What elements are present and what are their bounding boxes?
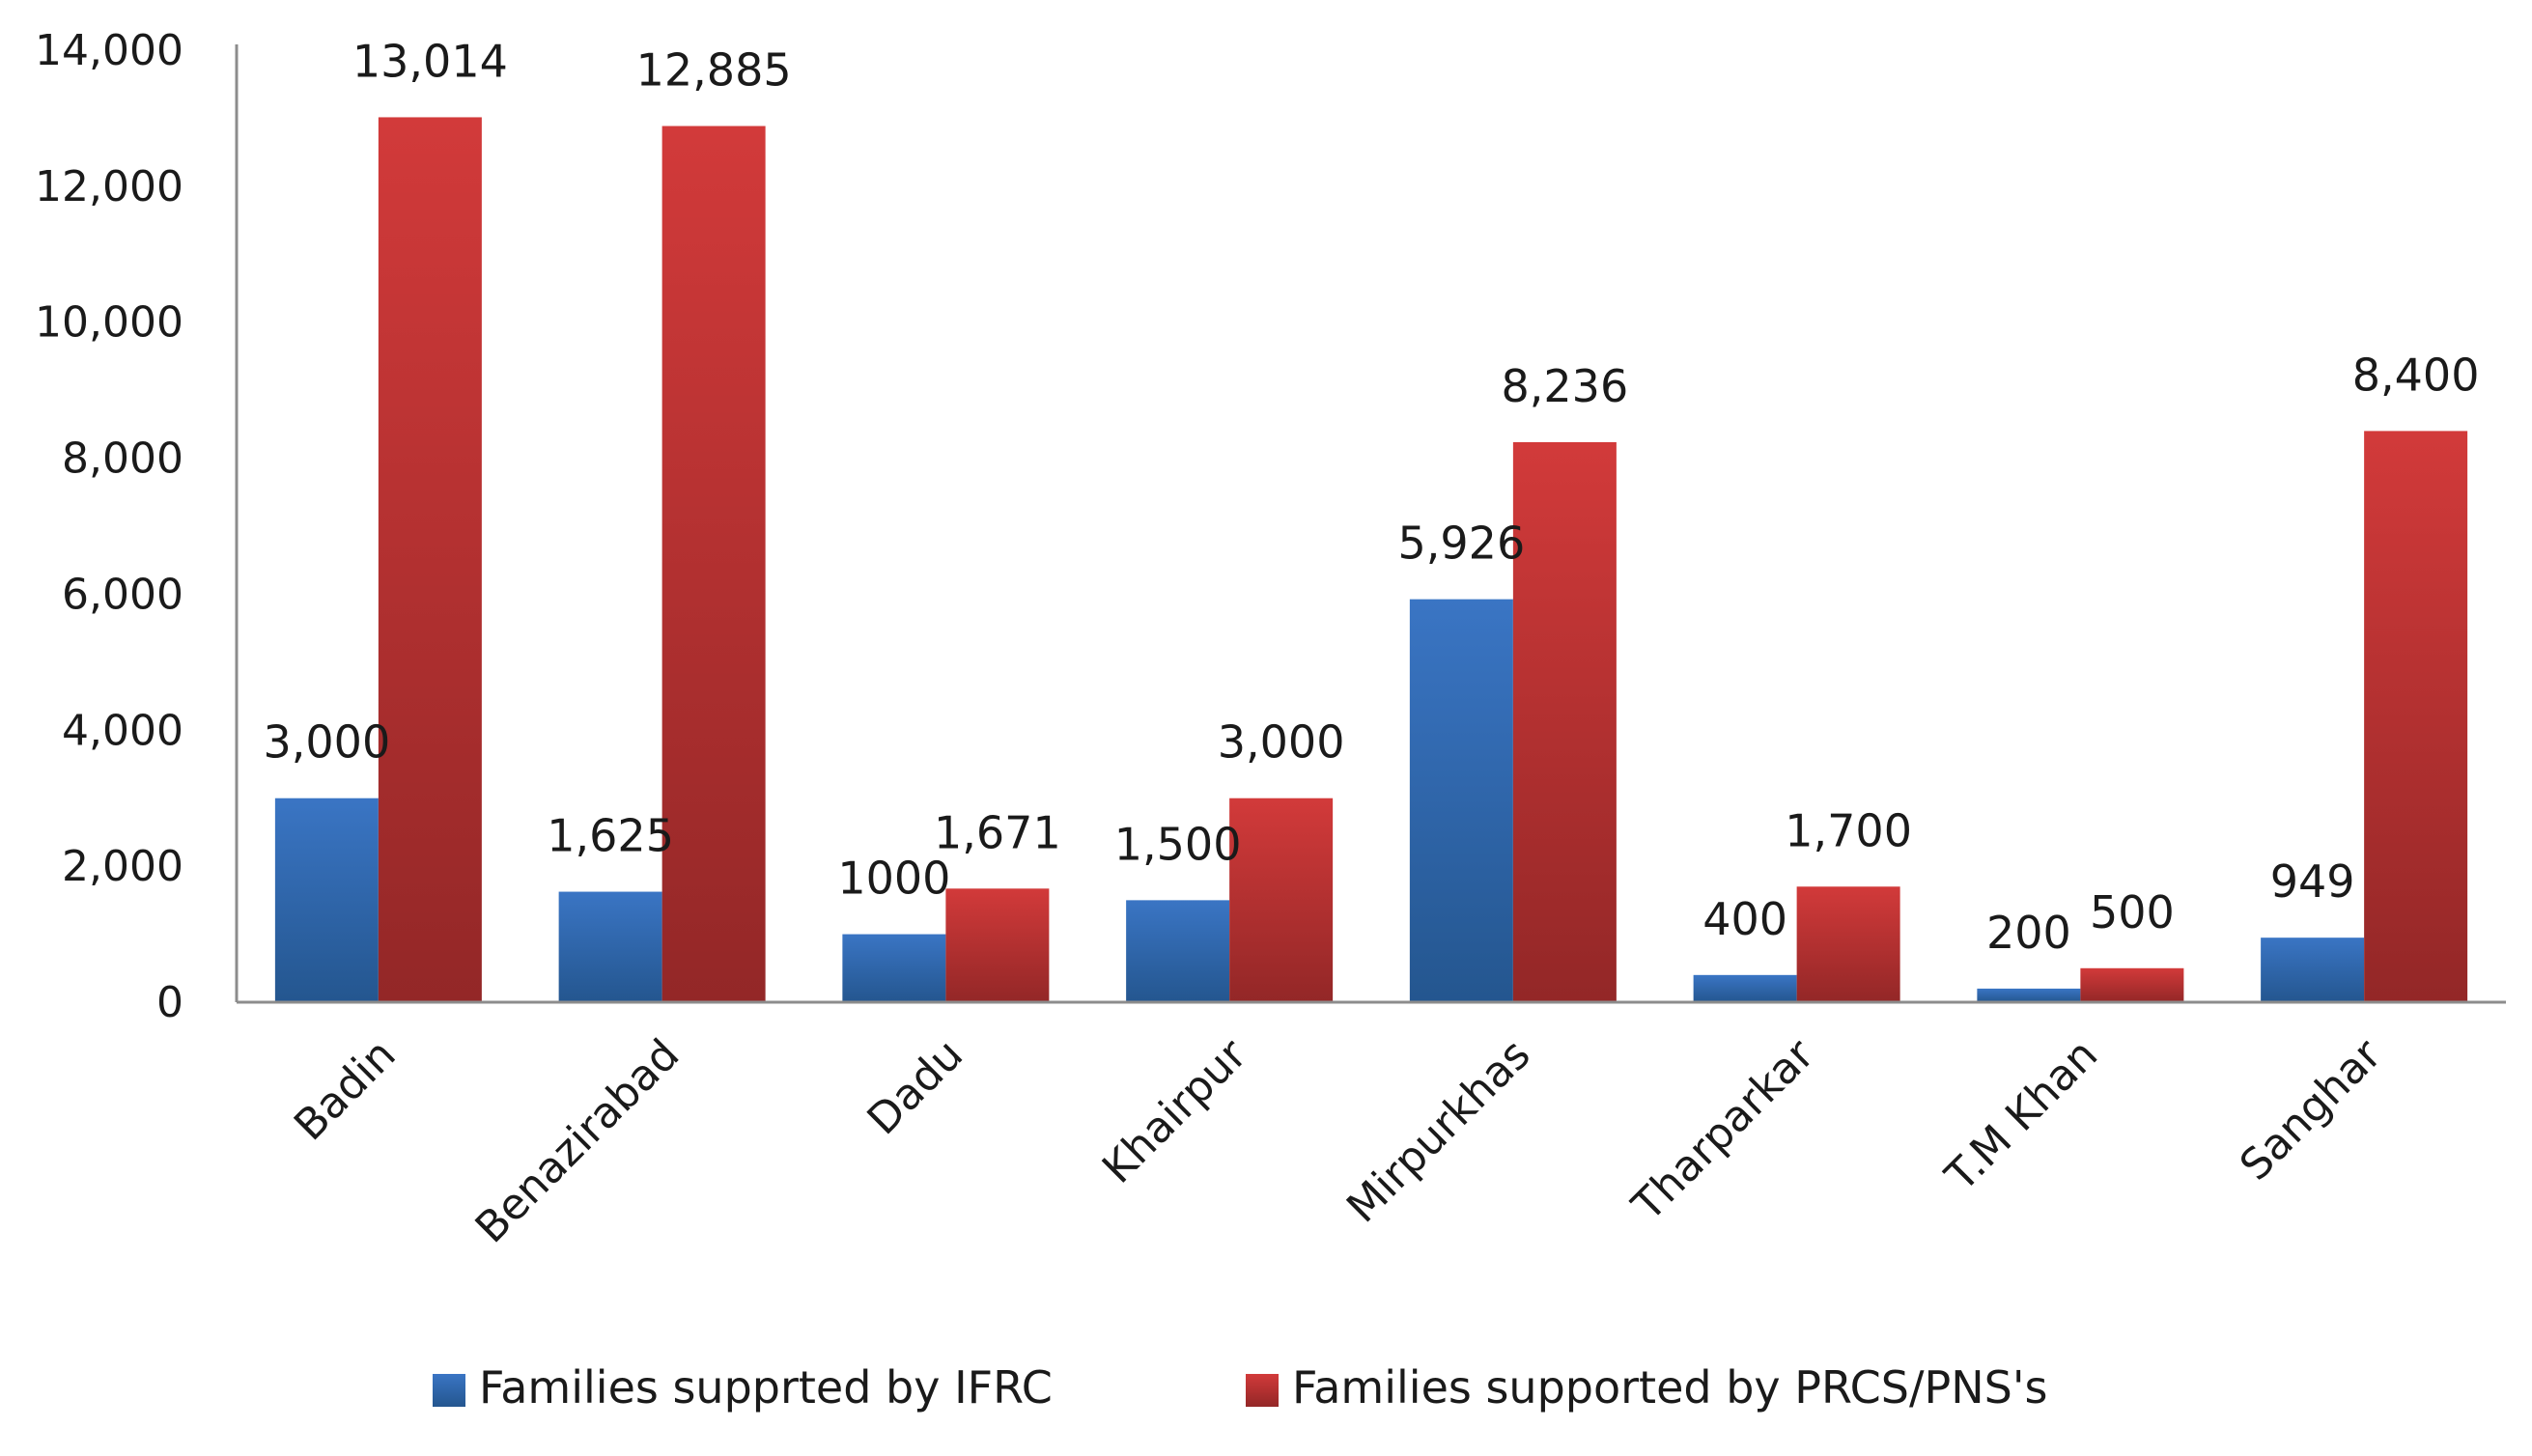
bar-prcs-benazirabad [661, 126, 766, 1003]
y-tick-label: 2,000 [62, 842, 183, 891]
y-tick-label: 10,000 [35, 298, 183, 348]
bar-ifrc-tharparkar [1693, 974, 1797, 1002]
data-label: 13,014 [352, 35, 508, 87]
y-tick-label: 0 [156, 978, 183, 1027]
x-tick-label: T.M Khan [1936, 1030, 2108, 1202]
data-label: 3,000 [1218, 716, 1345, 769]
bars [274, 117, 2468, 1003]
legend-swatch [433, 1374, 465, 1407]
data-label: 3,000 [264, 716, 391, 769]
bar-prcs-khairpur [1229, 798, 1334, 1002]
bar-prcs-t-m-khan [2080, 967, 2184, 1002]
y-tick-label: 6,000 [62, 570, 183, 619]
x-tick-label: Mirpurkhas [1337, 1030, 1540, 1233]
data-label: 8,400 [2352, 349, 2480, 401]
bar-prcs-mirpurkhas [1512, 441, 1617, 1002]
bar-prcs-tharparkar [1796, 886, 1900, 1002]
legend-swatch [1246, 1374, 1279, 1407]
x-tick-label: Sanghar [2231, 1029, 2392, 1190]
bar-prcs-dadu [945, 888, 1050, 1002]
bar-ifrc-badin [274, 798, 379, 1002]
bar-ifrc-t-m-khan [1977, 988, 2081, 1002]
bar-ifrc-dadu [842, 934, 946, 1002]
data-label: 1,500 [1114, 818, 1242, 870]
legend-label: Families supprted by IFRC [479, 1361, 1053, 1414]
data-label: 12,885 [636, 44, 792, 97]
x-tick-label: Khairpur [1093, 1029, 1257, 1193]
y-tick-label: 12,000 [35, 162, 183, 211]
data-label: 1,671 [934, 806, 1061, 858]
x-tick-label: Dadu [858, 1030, 973, 1145]
x-axis: Badin Benazirabad Dadu Khairpur Mirpurkhas Th… [237, 1000, 2506, 1253]
data-label: 200 [1986, 907, 2071, 959]
legend-label: Families supported by PRCS/PNS's [1292, 1361, 2047, 1414]
data-label: 8,236 [1502, 360, 1629, 412]
bar-ifrc-benazirabad [558, 891, 662, 1002]
x-tick-label: Badin [285, 1030, 406, 1151]
data-label: 1000 [837, 853, 950, 905]
y-tick-label: 8,000 [62, 434, 183, 484]
data-label: 400 [1702, 893, 1787, 945]
y-tick-label: 14,000 [35, 26, 183, 75]
bar-prcs-sanghar [2364, 431, 2468, 1002]
data-label: 1,700 [1785, 804, 1912, 856]
y-tick-label: 4,000 [62, 706, 183, 755]
bar-ifrc-khairpur [1126, 900, 1230, 1002]
bar-prcs-badin [378, 117, 482, 1003]
y-axis: 0 2,000 4,000 6,000 8,000 10,000 12,000 14,000 [35, 26, 239, 1027]
x-tick-label: Tharparkar [1622, 1029, 1824, 1231]
x-tick-label: Benazirabad [466, 1030, 689, 1253]
data-label: 949 [2270, 855, 2355, 908]
bar-ifrc-mirpurkhas [1409, 599, 1513, 1002]
legend: Families supprted by IFRC Families suppor… [433, 1361, 2047, 1414]
bar-ifrc-sanghar [2261, 938, 2365, 1002]
data-label: 500 [2090, 886, 2175, 938]
data-label: 5,926 [1398, 518, 1526, 570]
data-label: 1,625 [547, 810, 674, 862]
